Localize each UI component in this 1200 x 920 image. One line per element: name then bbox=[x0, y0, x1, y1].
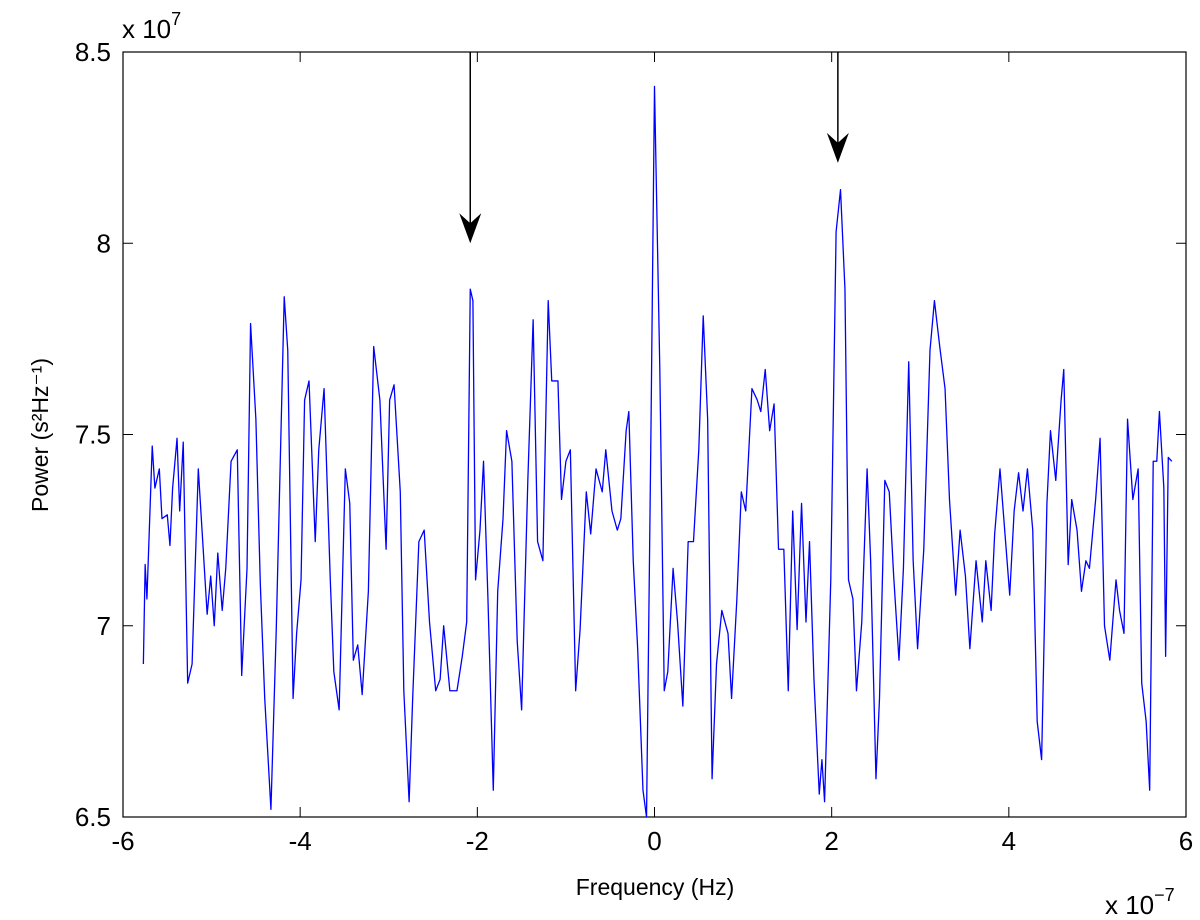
x-multiplier-power: −7 bbox=[1154, 885, 1175, 905]
x-tick-label: -2 bbox=[466, 826, 489, 856]
x-multiplier: x 10−7 bbox=[1105, 885, 1175, 920]
x-tick-label: -6 bbox=[111, 826, 134, 856]
x-multiplier-base: x 10 bbox=[1105, 890, 1154, 920]
arrow-head bbox=[826, 132, 849, 163]
y-tick-label: 7.5 bbox=[75, 420, 111, 450]
x-axis-label: Frequency (Hz) bbox=[576, 874, 734, 900]
y-multiplier: x 107 bbox=[122, 9, 181, 44]
arrow-head bbox=[459, 213, 482, 244]
x-tick-label: 4 bbox=[1002, 826, 1016, 856]
y-tick-label: 6.5 bbox=[75, 802, 111, 832]
y-multiplier-power: 7 bbox=[171, 9, 181, 29]
y-tick-label: 7 bbox=[97, 611, 111, 641]
x-tick-label: 2 bbox=[824, 826, 838, 856]
data-line bbox=[142, 85, 1173, 818]
y-axis-label: Power (s²Hz⁻¹) bbox=[27, 358, 53, 512]
y-multiplier-base: x 10 bbox=[122, 14, 171, 44]
x-tick-label: -4 bbox=[289, 826, 312, 856]
x-tick-label: 6 bbox=[1179, 826, 1193, 856]
y-tick-label: 8.5 bbox=[75, 37, 111, 67]
x-tick-label: 0 bbox=[647, 826, 661, 856]
y-tick-label: 8 bbox=[97, 228, 111, 258]
